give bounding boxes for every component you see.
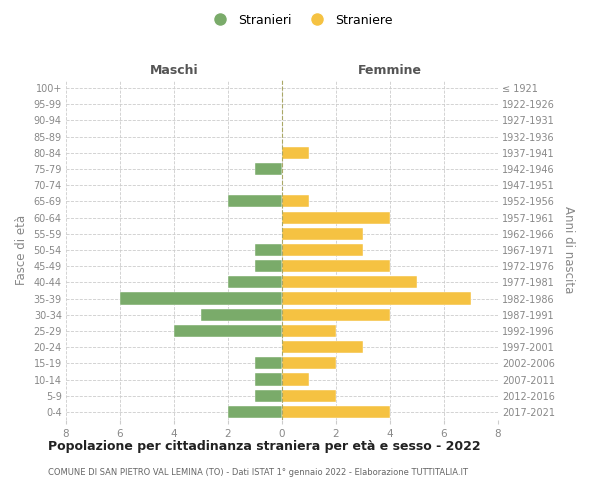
Y-axis label: Fasce di età: Fasce di età [15, 215, 28, 285]
Bar [282, 212, 390, 224]
Bar [228, 276, 282, 288]
Bar [255, 390, 282, 402]
Bar [282, 276, 417, 288]
Text: Popolazione per cittadinanza straniera per età e sesso - 2022: Popolazione per cittadinanza straniera p… [48, 440, 481, 453]
Bar [120, 292, 282, 304]
Bar [255, 163, 282, 175]
Bar [282, 292, 471, 304]
Bar [228, 406, 282, 418]
Bar [282, 406, 390, 418]
Legend: Stranieri, Straniere: Stranieri, Straniere [202, 8, 398, 32]
Bar [255, 244, 282, 256]
Bar [282, 358, 336, 370]
Bar [255, 358, 282, 370]
Bar [282, 228, 363, 240]
Bar [282, 147, 309, 159]
Bar [255, 260, 282, 272]
Text: COMUNE DI SAN PIETRO VAL LEMINA (TO) - Dati ISTAT 1° gennaio 2022 - Elaborazione: COMUNE DI SAN PIETRO VAL LEMINA (TO) - D… [48, 468, 468, 477]
Bar [174, 325, 282, 337]
Y-axis label: Anni di nascita: Anni di nascita [562, 206, 575, 294]
Bar [201, 308, 282, 321]
Bar [282, 390, 336, 402]
Bar [282, 196, 309, 207]
Bar [282, 341, 363, 353]
Bar [228, 196, 282, 207]
Bar [255, 374, 282, 386]
Bar [282, 308, 390, 321]
Bar [282, 244, 363, 256]
Bar [282, 260, 390, 272]
Bar [282, 374, 309, 386]
Bar [282, 325, 336, 337]
